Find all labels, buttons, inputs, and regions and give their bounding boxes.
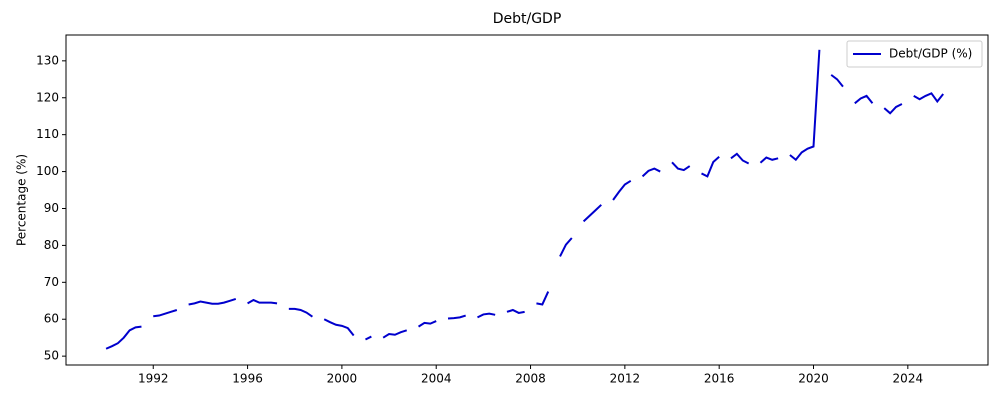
y-tick-label: 60 bbox=[44, 312, 59, 326]
y-tick-label: 70 bbox=[44, 275, 59, 289]
x-tick-label: 2008 bbox=[515, 372, 546, 386]
plot-frame bbox=[65, 34, 989, 366]
x-tick-label: 2016 bbox=[704, 372, 735, 386]
y-tick-label: 130 bbox=[36, 53, 59, 67]
x-tick-label: 1992 bbox=[138, 372, 169, 386]
x-tick-label: 2012 bbox=[610, 372, 641, 386]
x-tick-label: 2024 bbox=[893, 372, 924, 386]
y-axis-label: Percentage (%) bbox=[15, 154, 29, 246]
x-tick-label: 1996 bbox=[232, 372, 263, 386]
x-tick-label: 2020 bbox=[798, 372, 829, 386]
chart-title: Debt/GDP bbox=[493, 11, 562, 27]
y-tick-label: 100 bbox=[36, 164, 59, 178]
y-tick-label: 110 bbox=[36, 127, 59, 141]
x-tick-label: 2000 bbox=[327, 372, 358, 386]
y-tick-label: 120 bbox=[36, 90, 59, 104]
y-tick-label: 50 bbox=[44, 349, 59, 363]
x-tick-label: 2004 bbox=[421, 372, 452, 386]
legend-box bbox=[846, 40, 983, 68]
legend-label: Debt/GDP (%) bbox=[889, 47, 972, 61]
data-line bbox=[105, 49, 944, 350]
y-tick-label: 90 bbox=[44, 201, 59, 215]
y-tick-label: 80 bbox=[44, 238, 59, 252]
